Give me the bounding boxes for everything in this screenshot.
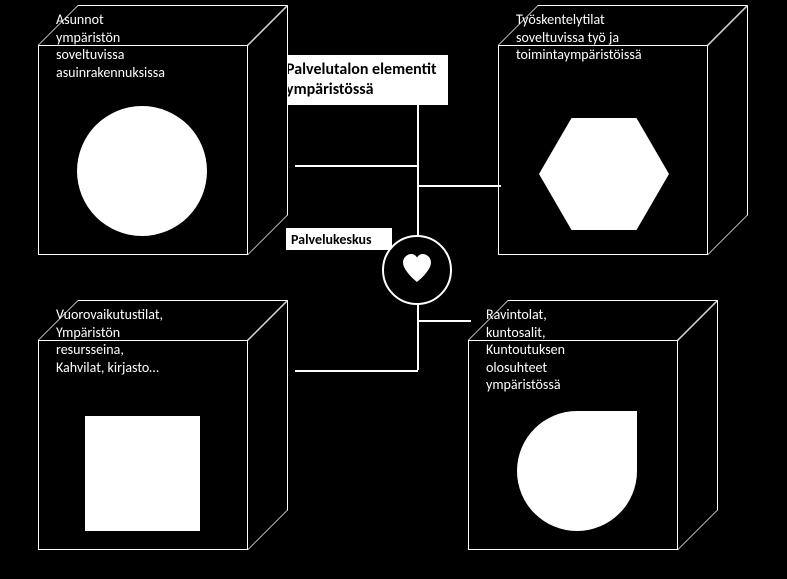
hexagon-icon <box>539 118 669 230</box>
cube-label: Työskentelytilat soveltuvissa työ ja toi… <box>516 11 642 64</box>
connector-tl-h <box>295 165 418 167</box>
heart-icon <box>401 253 433 283</box>
cube-front-face <box>498 45 708 255</box>
cube-side-face <box>248 5 288 255</box>
center-node <box>382 235 452 305</box>
teardrop-icon <box>517 411 637 531</box>
circle-icon <box>77 106 207 236</box>
cube-label: Vuorovaikutustilat, Ympäristön resurssei… <box>56 306 163 376</box>
diagram-title: Palvelutalon elementit ympäristössä <box>282 58 441 102</box>
cube-label: Ravintolat, kuntosalit, Kuntoutuksen olo… <box>486 306 565 394</box>
square-icon <box>85 416 200 531</box>
connector-bl-h <box>295 370 418 372</box>
connector-stem-up <box>417 105 419 235</box>
connector-stem-down <box>417 300 419 370</box>
connector-tr-h <box>418 185 501 187</box>
connector-br-h <box>418 320 471 322</box>
connector-tl-v <box>295 165 297 166</box>
cube-side-face <box>248 300 288 550</box>
center-label: Palvelukeskus <box>288 230 375 249</box>
cube-side-face <box>708 5 748 255</box>
cube-label: Asunnot ympäristön soveltuvissa asuinrak… <box>56 11 165 81</box>
cube-side-face <box>678 300 718 550</box>
